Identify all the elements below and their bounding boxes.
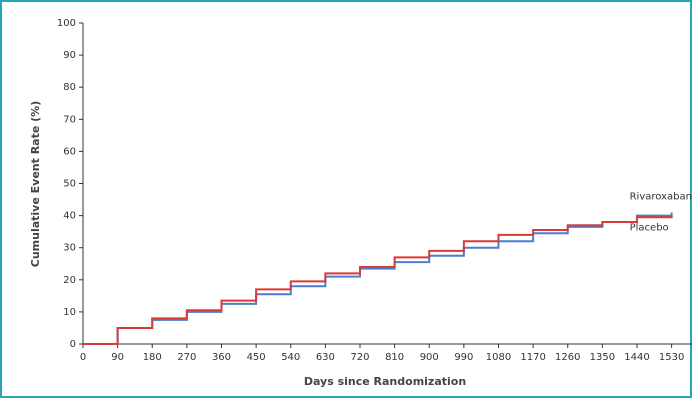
x-tick-label: 180 [143, 352, 162, 363]
y-axis-title: Cumulative Event Rate (%) [29, 101, 42, 267]
y-tick-label: 0 [70, 339, 76, 350]
x-tick-label: 900 [420, 352, 439, 363]
y-tick-label: 100 [57, 18, 76, 29]
x-axis-title: Days since Randomization [304, 375, 466, 388]
x-tick-label: 360 [212, 352, 231, 363]
y-tick-label: 60 [63, 146, 76, 157]
series-label: Rivaroxaban [630, 191, 692, 202]
x-tick-label: 990 [454, 352, 473, 363]
y-tick-label: 80 [63, 82, 76, 93]
x-tick-label: 540 [281, 352, 300, 363]
y-tick-label: 20 [63, 275, 76, 286]
series-line [83, 215, 673, 345]
x-tick-label: 1530 [659, 352, 684, 363]
y-tick-label: 70 [63, 114, 76, 125]
x-tick-label: 0 [80, 352, 86, 363]
x-tick-label: 1440 [624, 352, 649, 363]
x-tick-label: 720 [350, 352, 369, 363]
y-tick-label: 90 [63, 50, 76, 61]
x-tick-label: 1170 [520, 352, 545, 363]
x-tick-label: 270 [177, 352, 196, 363]
x-tick-label: 1350 [590, 352, 615, 363]
x-tick-label: 810 [385, 352, 404, 363]
y-tick-label: 30 [63, 243, 76, 254]
x-tick-label: 1080 [486, 352, 511, 363]
series-line [83, 212, 673, 345]
x-tick-label: 630 [316, 352, 335, 363]
x-tick-label: 1260 [555, 352, 580, 363]
x-tick-label: 450 [247, 352, 266, 363]
y-tick-label: 50 [63, 179, 76, 190]
y-tick-label: 40 [63, 211, 76, 222]
y-tick-label: 10 [63, 307, 76, 318]
series-label: Placebo [630, 223, 669, 234]
x-tick-label: 90 [111, 352, 124, 363]
